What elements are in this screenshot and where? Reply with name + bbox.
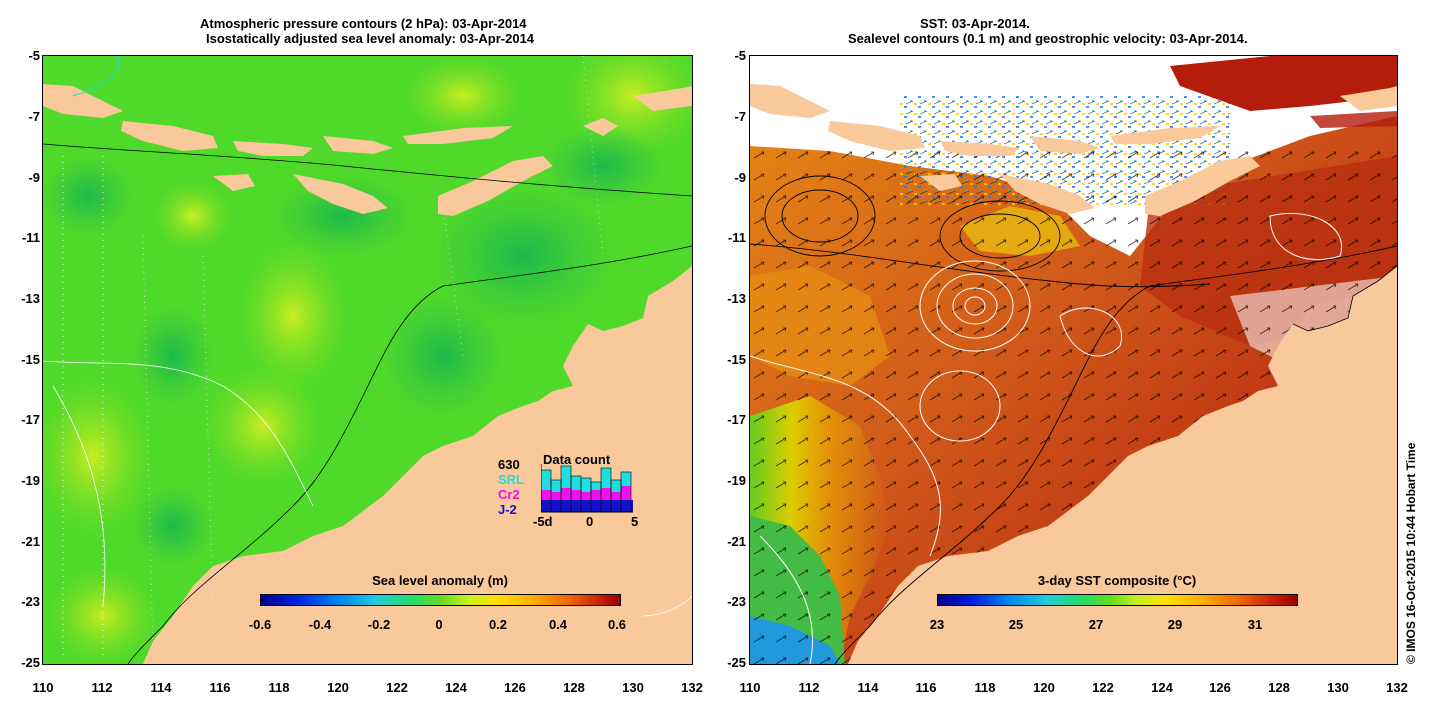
right-y-tick: -7 bbox=[734, 109, 746, 124]
mission-label-cr2: Cr2 bbox=[498, 487, 520, 502]
data-count-axis-end: 5 bbox=[631, 514, 639, 529]
right-x-tick: 118 bbox=[974, 680, 996, 695]
right-y-tick: -23 bbox=[727, 594, 746, 609]
data-count-title: Data count bbox=[543, 452, 611, 467]
left-colorbar-tick: -0.6 bbox=[248, 617, 272, 632]
left-x-tick: 110 bbox=[32, 680, 54, 695]
left-colorbar-tick: 0.6 bbox=[607, 617, 627, 632]
right-x-tick: 110 bbox=[739, 680, 761, 695]
left-colorbar bbox=[260, 594, 621, 606]
left-colorbar-tick: 0.2 bbox=[488, 617, 508, 632]
left-x-tick: 114 bbox=[150, 680, 172, 695]
left-colorbar-title: Sea level anomaly (m) bbox=[372, 573, 508, 588]
left-x-tick: 132 bbox=[681, 680, 703, 695]
data-count-axis-start: -5d bbox=[533, 514, 553, 529]
left-x-tick: 124 bbox=[445, 680, 467, 695]
right-colorbar-tick: 27 bbox=[1088, 617, 1104, 632]
right-y-tick: -25 bbox=[727, 655, 746, 670]
right-x-tick: 122 bbox=[1092, 680, 1114, 695]
right-y-tick: -19 bbox=[727, 473, 746, 488]
left-x-tick: 120 bbox=[327, 680, 349, 695]
left-x-tick: 116 bbox=[209, 680, 231, 695]
data-count-total: 630 bbox=[498, 457, 520, 472]
left-colorbar-tick: -0.2 bbox=[367, 617, 391, 632]
right-x-tick: 128 bbox=[1268, 680, 1290, 695]
right-colorbar-tick: 31 bbox=[1247, 617, 1263, 632]
left-y-tick: -15 bbox=[21, 352, 40, 367]
left-y-tick: -13 bbox=[21, 291, 40, 306]
right-y-tick: -9 bbox=[734, 170, 746, 185]
left-y-tick: -19 bbox=[21, 473, 40, 488]
right-x-tick: 126 bbox=[1209, 680, 1231, 695]
left-y-tick: -21 bbox=[21, 534, 40, 549]
right-x-tick: 120 bbox=[1033, 680, 1055, 695]
left-y-tick: -9 bbox=[28, 170, 40, 185]
right-colorbar-title: 3-day SST composite (°C) bbox=[1037, 573, 1197, 588]
left-x-tick: 118 bbox=[268, 680, 290, 695]
right-colorbar-tick: 23 bbox=[929, 617, 945, 632]
left-title-line2: Isostatically adjusted sea level anomaly… bbox=[206, 31, 535, 46]
right-colorbar bbox=[937, 594, 1298, 606]
right-y-tick: -17 bbox=[727, 412, 746, 427]
left-x-tick: 130 bbox=[622, 680, 644, 695]
right-x-tick: 132 bbox=[1386, 680, 1408, 695]
right-x-tick: 116 bbox=[915, 680, 937, 695]
right-y-tick: -11 bbox=[727, 230, 746, 245]
right-y-tick: -21 bbox=[727, 534, 746, 549]
mission-label-j2: J-2 bbox=[498, 502, 517, 517]
left-y-tick: -17 bbox=[21, 412, 40, 427]
sea-level-anomaly-map[interactable] bbox=[43, 56, 692, 664]
right-y-tick: -13 bbox=[727, 291, 746, 306]
left-map-frame bbox=[42, 55, 693, 665]
left-colorbar-tick: 0.4 bbox=[548, 617, 568, 632]
sst-map[interactable] bbox=[750, 56, 1397, 664]
left-x-tick: 122 bbox=[386, 680, 408, 695]
left-y-tick: -23 bbox=[21, 594, 40, 609]
right-title-line2: Sealevel contours (0.1 m) and geostrophi… bbox=[848, 31, 1248, 46]
right-x-tick: 112 bbox=[798, 680, 820, 695]
left-title-line1: Atmospheric pressure contours (2 hPa): 0… bbox=[200, 16, 527, 31]
left-y-tick: -25 bbox=[21, 655, 40, 670]
left-y-tick: -11 bbox=[21, 230, 40, 245]
data-count-histogram bbox=[541, 464, 633, 513]
left-x-tick: 126 bbox=[504, 680, 526, 695]
right-colorbar-tick: 29 bbox=[1167, 617, 1183, 632]
right-y-tick: -5 bbox=[734, 48, 746, 63]
right-x-tick: 114 bbox=[857, 680, 879, 695]
right-x-tick: 130 bbox=[1327, 680, 1349, 695]
left-y-tick: -5 bbox=[28, 48, 40, 63]
data-count-axis-mid: 0 bbox=[586, 514, 594, 529]
left-colorbar-tick: -0.4 bbox=[308, 617, 332, 632]
imos-credit: © IMOS 16-Oct-2015 10:44 Hobart Time bbox=[1404, 442, 1418, 664]
mission-label-srl: SRL bbox=[498, 472, 524, 487]
left-x-tick: 112 bbox=[91, 680, 113, 695]
right-map-frame bbox=[749, 55, 1398, 665]
right-x-tick: 124 bbox=[1151, 680, 1173, 695]
right-title-line1: SST: 03-Apr-2014. bbox=[920, 16, 1030, 31]
right-y-tick: -15 bbox=[727, 352, 746, 367]
left-colorbar-tick: 0 bbox=[435, 617, 443, 632]
left-x-tick: 128 bbox=[563, 680, 585, 695]
left-y-tick: -7 bbox=[28, 109, 40, 124]
right-colorbar-tick: 25 bbox=[1008, 617, 1024, 632]
